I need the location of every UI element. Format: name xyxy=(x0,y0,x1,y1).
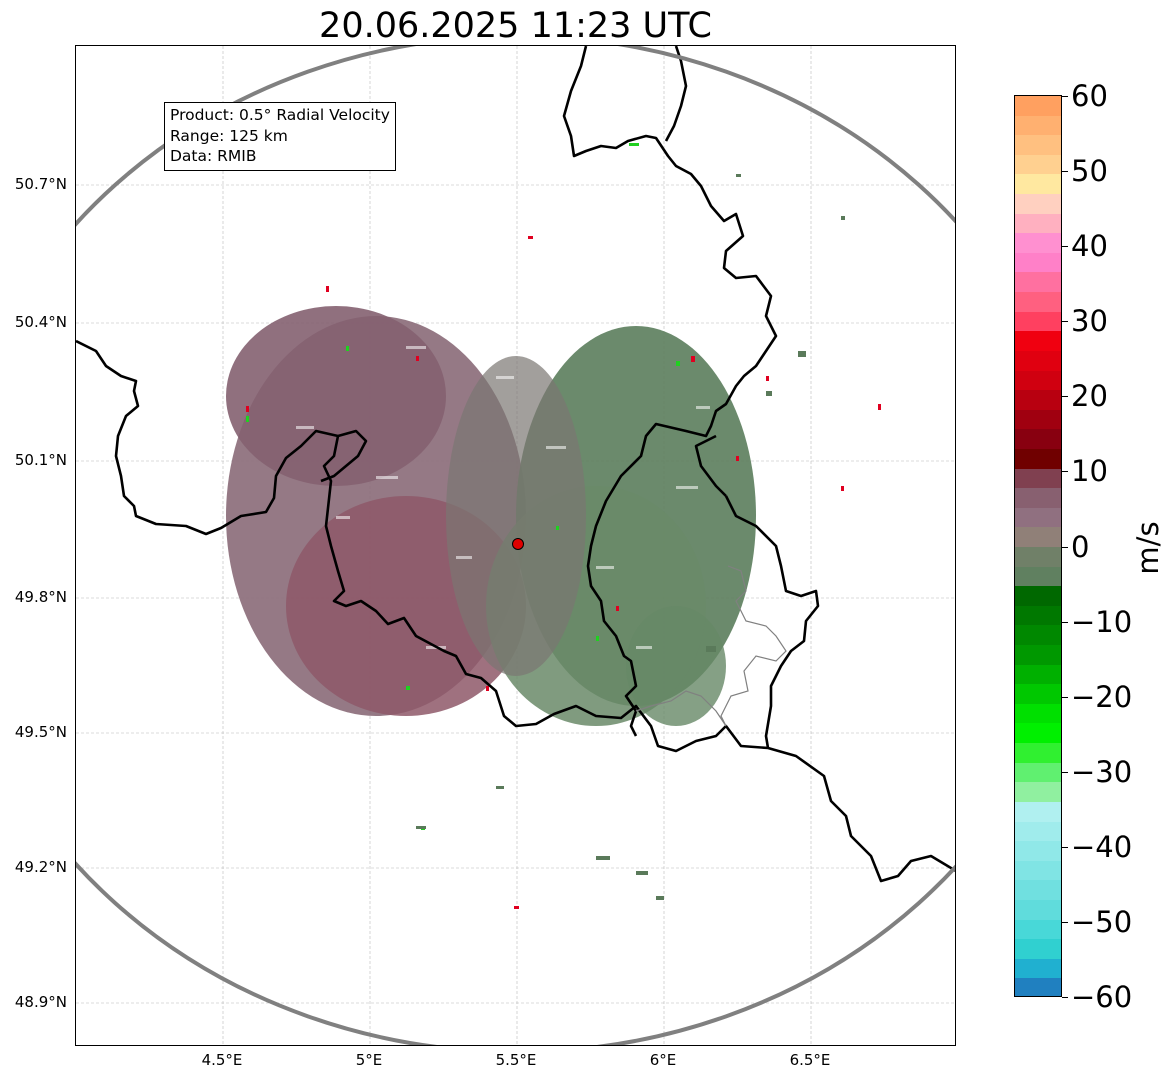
data-source-label: Data: RMIB xyxy=(170,147,257,165)
colorbar-tick xyxy=(1062,997,1068,998)
colorbar-tick-label: 0 xyxy=(1071,529,1090,564)
colorbar-segment xyxy=(1015,978,1061,996)
lat-label: 49.5°N xyxy=(14,723,67,741)
colorbar-segment xyxy=(1015,919,1061,941)
lat-label: 50.4°N xyxy=(14,313,67,331)
colorbar-tick xyxy=(1062,396,1068,398)
colorbar-tick-label: −40 xyxy=(1071,829,1133,864)
map-title: 20.06.2025 11:23 UTC xyxy=(319,6,712,46)
colorbar-segment xyxy=(1015,488,1061,509)
lon-label: 5.5°E xyxy=(495,1051,537,1069)
colorbar-tick xyxy=(1062,96,1068,97)
colorbar-segment xyxy=(1015,703,1061,725)
colorbar-tick xyxy=(1062,771,1068,773)
colorbar-segment xyxy=(1015,272,1061,294)
colorbar-tick xyxy=(1062,696,1068,698)
colorbar-segment xyxy=(1015,213,1061,235)
colorbar-tick-label: −20 xyxy=(1071,679,1133,714)
lon-label: 5°E xyxy=(355,1051,383,1069)
colorbar-tick-label: −10 xyxy=(1071,604,1133,639)
colorbar-tick-label: 50 xyxy=(1071,154,1108,189)
info-box: Product: 0.5° Radial Velocity Range: 125… xyxy=(164,102,396,171)
lat-label: 49.2°N xyxy=(14,858,67,876)
lon-label: 4.5°E xyxy=(201,1051,243,1069)
colorbar-segment xyxy=(1015,841,1061,862)
colorbar-tick xyxy=(1062,471,1068,473)
colorbar-tick xyxy=(1062,846,1068,848)
colorbar-segment xyxy=(1015,605,1061,627)
radar-map-svg xyxy=(76,46,955,1045)
lon-label: 6.5°E xyxy=(789,1051,831,1069)
colorbar-segment xyxy=(1015,448,1061,470)
colorbar-tick xyxy=(1062,171,1068,173)
colorbar-segment xyxy=(1015,311,1061,333)
admin-boundaries xyxy=(635,565,787,727)
colorbar-segment xyxy=(1015,292,1061,313)
lat-label: 50.7°N xyxy=(14,175,67,193)
product-label: Product: 0.5° Radial Velocity xyxy=(170,106,390,124)
colorbar-segment xyxy=(1015,625,1061,647)
colorbar-segment xyxy=(1015,331,1061,352)
colorbar-segment xyxy=(1015,723,1061,745)
radar-location xyxy=(512,538,524,550)
colorbar-segment xyxy=(1015,174,1061,196)
colorbar-segment xyxy=(1015,664,1061,686)
colorbar-tick-label: 10 xyxy=(1071,454,1108,489)
colorbar-tick-label: 60 xyxy=(1071,79,1108,113)
colorbar-tick-label: 40 xyxy=(1071,229,1108,264)
colorbar-tick xyxy=(1062,621,1068,623)
colorbar-segment xyxy=(1015,350,1061,372)
colorbar-segment xyxy=(1015,801,1061,823)
colorbar-segment xyxy=(1015,782,1061,803)
colorbar-tick xyxy=(1062,546,1068,548)
colorbar-segment xyxy=(1015,115,1061,137)
colorbar-segment xyxy=(1015,684,1061,705)
colorbar-segment xyxy=(1015,409,1061,431)
colorbar-segment xyxy=(1015,899,1061,921)
colorbar-segment xyxy=(1015,252,1061,274)
colorbar-segment xyxy=(1015,507,1061,529)
colorbar-segment xyxy=(1015,370,1061,392)
lon-label: 6°E xyxy=(649,1051,677,1069)
colorbar-segment xyxy=(1015,566,1061,588)
colorbar-segment xyxy=(1015,233,1061,254)
colorbar-segment xyxy=(1015,958,1061,980)
colorbar-unit-label: m/s xyxy=(1131,521,1165,575)
colorbar-segment xyxy=(1015,429,1061,450)
radar-map[interactable]: Product: 0.5° Radial Velocity Range: 125… xyxy=(75,45,956,1046)
colorbar-tick-label: 30 xyxy=(1071,304,1108,339)
colorbar-tick xyxy=(1062,321,1068,323)
colorbar-segment xyxy=(1015,821,1061,843)
colorbar-tick xyxy=(1062,921,1068,923)
colorbar-segment xyxy=(1015,860,1061,882)
colorbar-segment xyxy=(1015,527,1061,548)
lat-label: 50.1°N xyxy=(14,451,67,469)
lat-label: 49.8°N xyxy=(14,588,67,606)
colorbar-tick-label: −30 xyxy=(1071,754,1133,789)
colorbar-segment xyxy=(1015,762,1061,784)
colorbar-segment xyxy=(1015,743,1061,764)
colorbar-segment xyxy=(1015,135,1061,156)
colorbar-segment xyxy=(1015,880,1061,901)
colorbar-segment xyxy=(1015,547,1061,568)
lat-label: 48.9°N xyxy=(14,993,67,1011)
colorbar-segment xyxy=(1015,645,1061,666)
colorbar-segment xyxy=(1015,586,1061,607)
colorbar xyxy=(1014,95,1062,997)
colorbar-tick-label: 20 xyxy=(1071,379,1108,414)
colorbar-segment xyxy=(1015,154,1061,176)
colorbar-segment xyxy=(1015,468,1061,490)
colorbar-segment xyxy=(1015,194,1061,215)
range-label: Range: 125 km xyxy=(170,126,288,145)
colorbar-segment xyxy=(1015,390,1061,411)
colorbar-tick-label: −50 xyxy=(1071,904,1133,939)
colorbar-segment xyxy=(1015,939,1061,960)
velocity-echoes xyxy=(226,143,881,909)
colorbar-segment xyxy=(1015,96,1061,117)
colorbar-tick-label: −60 xyxy=(1071,980,1133,1014)
colorbar-tick xyxy=(1062,246,1068,248)
